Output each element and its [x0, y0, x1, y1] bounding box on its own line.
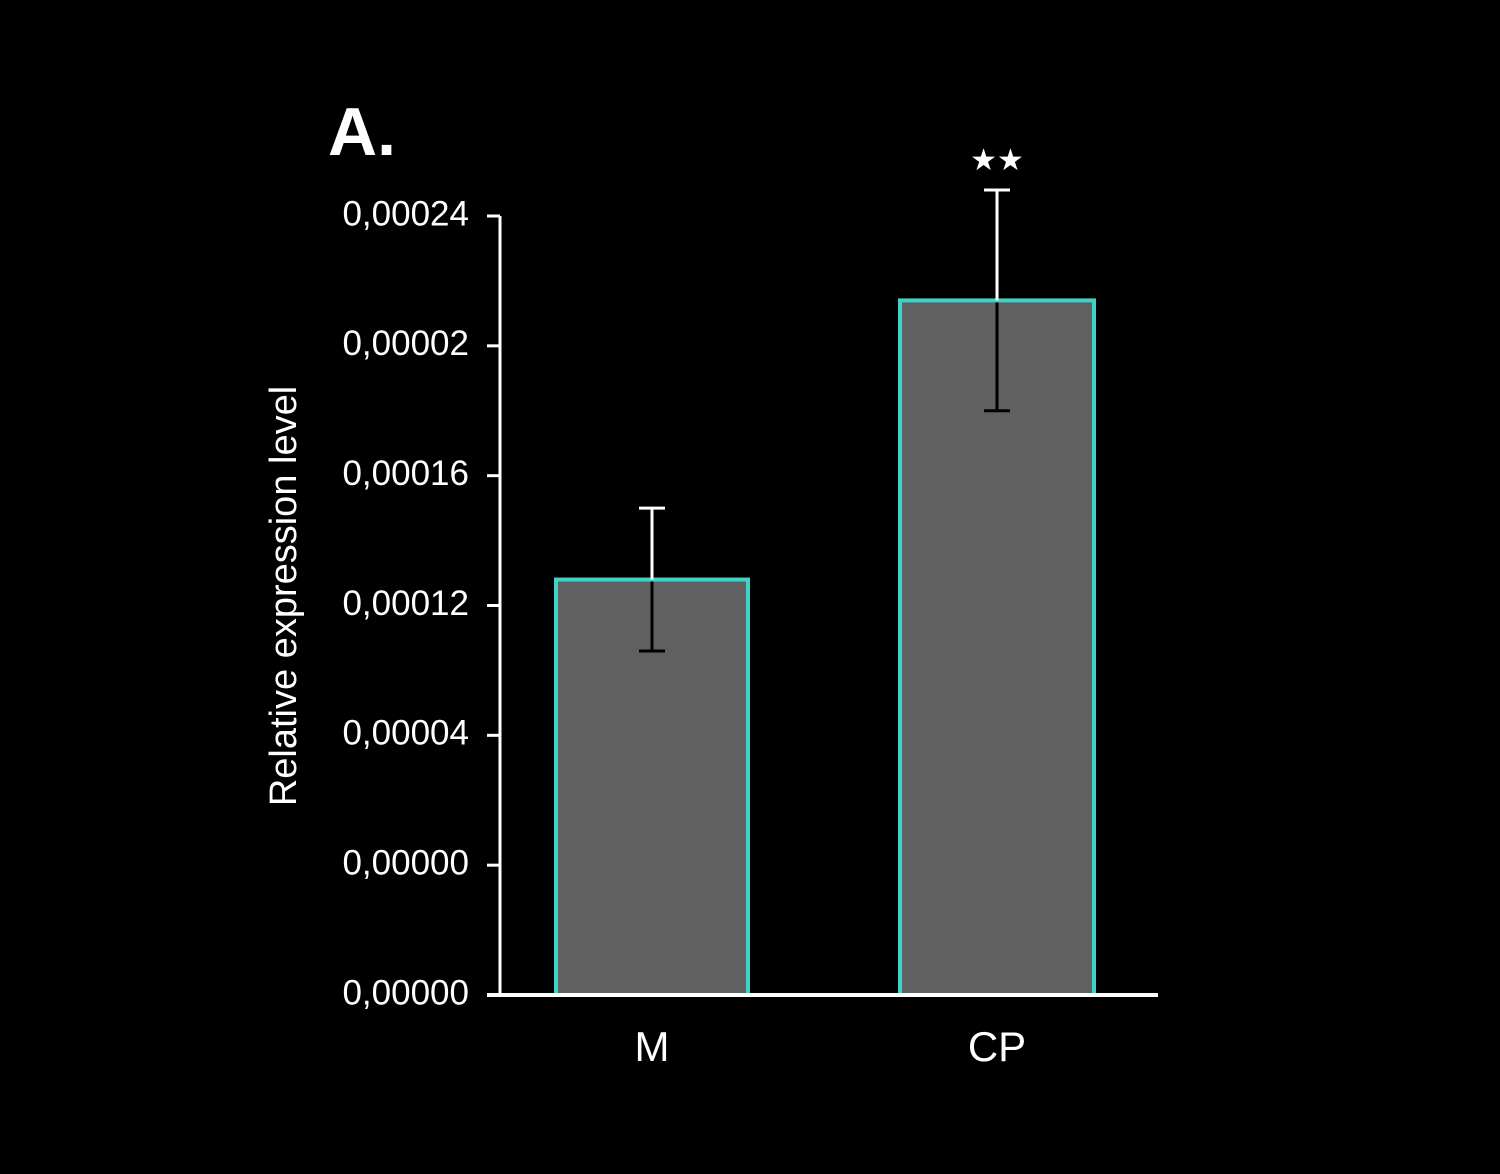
- x-tick-label: CP: [968, 1023, 1026, 1070]
- y-tick-label: 0,00002: [342, 324, 469, 363]
- y-axis-label: Relative expression level: [263, 386, 305, 806]
- bar: [898, 298, 1096, 997]
- y-tick-label: 0,00000: [342, 843, 469, 882]
- y-tick-label: 0,00024: [342, 194, 469, 233]
- annotation: ★★: [970, 144, 1024, 177]
- y-tick-label: 0,00012: [342, 584, 469, 623]
- y-tick-label: 0,00016: [342, 454, 469, 493]
- y-tick-label: 0,00004: [342, 714, 469, 753]
- x-tick-label: M: [635, 1023, 670, 1070]
- panel-label: A.: [328, 94, 396, 170]
- y-tick-label: 0,00000: [342, 973, 469, 1012]
